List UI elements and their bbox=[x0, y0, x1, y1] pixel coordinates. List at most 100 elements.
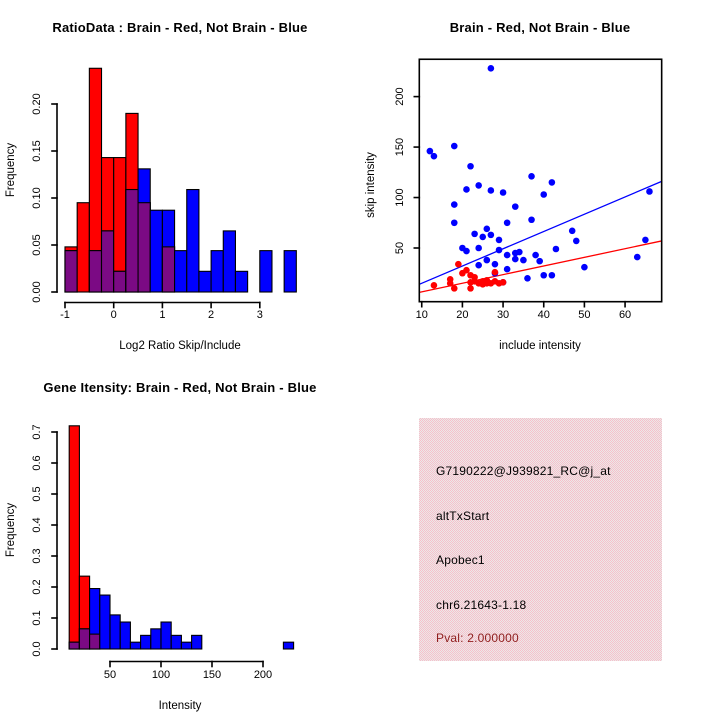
data-point bbox=[450, 201, 458, 208]
data-point bbox=[467, 285, 474, 292]
bar-blue bbox=[180, 641, 193, 650]
x-tick-label: 50 bbox=[578, 309, 590, 321]
data-point bbox=[450, 142, 458, 150]
pval-text: Pval: 2.000000 bbox=[436, 631, 519, 645]
bar-blue bbox=[191, 634, 203, 650]
y-tick-label: 0.7 bbox=[31, 424, 43, 439]
y-tick-label: 0.05 bbox=[31, 234, 43, 255]
data-point bbox=[471, 230, 478, 238]
fit-line-brain-fit bbox=[419, 240, 662, 294]
bar-overlap bbox=[89, 633, 101, 650]
bar-overlap bbox=[64, 250, 78, 293]
x-axis-label: include intensity bbox=[499, 340, 581, 352]
bar-blue bbox=[150, 628, 162, 650]
data-point bbox=[516, 248, 523, 256]
y-axis-label: Frequency bbox=[5, 143, 17, 198]
y-tick-label: 0.00 bbox=[31, 281, 43, 302]
bar-overlap bbox=[68, 641, 80, 650]
gene-name-text: Apobec1 bbox=[436, 553, 485, 567]
y-tick-label: 0.1 bbox=[31, 610, 43, 625]
data-point bbox=[483, 225, 491, 233]
data-point bbox=[499, 279, 507, 286]
y-tick-label: 0.6 bbox=[31, 455, 43, 470]
x-tick-label: 20 bbox=[456, 309, 468, 321]
bar-red bbox=[68, 425, 80, 650]
bar-overlap bbox=[161, 246, 176, 293]
bar-blue bbox=[99, 594, 111, 650]
bar-blue bbox=[119, 621, 131, 650]
data-point bbox=[532, 251, 539, 259]
gene-intensity-histogram-panel: Gene Itensity: Brain - Red, Not Brain - … bbox=[5, 380, 316, 712]
x-tick-label: 1 bbox=[159, 309, 165, 321]
bar-blue bbox=[234, 270, 249, 293]
data-point bbox=[483, 256, 491, 264]
data-point bbox=[499, 189, 507, 196]
y-tick-label: 0.5 bbox=[31, 486, 43, 501]
data-point bbox=[503, 265, 511, 273]
data-point bbox=[540, 271, 548, 279]
bar-overlap bbox=[137, 202, 151, 293]
info-panel: G7190222@J939821_RC@j_at altTxStart Apob… bbox=[360, 360, 720, 720]
data-point bbox=[475, 244, 482, 252]
y-axis-label: skip intensity bbox=[365, 152, 377, 218]
scatter-panel: Brain - Red, Not Brain - Blue include in… bbox=[365, 20, 663, 352]
data-point bbox=[548, 179, 556, 186]
ratio-histogram-panel: RatioData : Brain - Red, Not Brain - Blu… bbox=[5, 20, 307, 352]
data-point bbox=[528, 216, 535, 224]
data-point bbox=[495, 236, 503, 244]
data-point bbox=[511, 203, 519, 210]
bar-blue bbox=[259, 250, 273, 293]
x-tick-label: 50 bbox=[104, 669, 116, 681]
x-tick-label: 0 bbox=[111, 309, 117, 321]
event-type-text: altTxStart bbox=[436, 509, 490, 523]
data-point bbox=[430, 152, 438, 160]
data-point bbox=[503, 219, 511, 227]
data-point bbox=[581, 263, 588, 271]
panel-title: Brain - Red, Not Brain - Blue bbox=[450, 20, 631, 35]
data-point bbox=[520, 256, 527, 264]
data-point bbox=[475, 182, 482, 189]
bar-blue bbox=[149, 209, 163, 293]
bar-red bbox=[76, 202, 90, 293]
data-point bbox=[642, 236, 649, 244]
bar-blue bbox=[186, 188, 200, 293]
bar-blue bbox=[109, 614, 121, 650]
y-tick-label: 0.0 bbox=[31, 641, 43, 656]
data-point bbox=[467, 162, 474, 170]
x-tick-label: 3 bbox=[257, 309, 263, 321]
data-point bbox=[426, 147, 434, 155]
data-point bbox=[455, 260, 462, 268]
data-point bbox=[430, 282, 438, 289]
bar-blue bbox=[160, 621, 172, 650]
data-point bbox=[463, 186, 470, 193]
bar-blue bbox=[282, 641, 295, 650]
plot-area: 10 20 30 40 50 60 50 100 150 200 bbox=[394, 58, 663, 321]
data-point bbox=[524, 274, 531, 282]
data-point bbox=[487, 231, 495, 239]
data-point bbox=[487, 65, 495, 72]
x-tick-label: 200 bbox=[254, 669, 272, 681]
x-tick-label: 30 bbox=[497, 309, 509, 321]
plot-area: 0.00 0.05 0.10 0.15 0.20 -1 0 1 2 3 bbox=[31, 67, 297, 321]
bar-blue bbox=[129, 641, 142, 650]
data-point bbox=[572, 237, 580, 245]
x-tick-label: 150 bbox=[203, 669, 221, 681]
bar-blue bbox=[174, 250, 188, 293]
y-tick-label: 50 bbox=[394, 242, 406, 254]
data-point bbox=[491, 260, 499, 268]
bar-blue bbox=[210, 250, 224, 293]
data-point bbox=[463, 266, 470, 274]
data-point bbox=[463, 247, 470, 255]
plot-box bbox=[418, 58, 663, 303]
data-point bbox=[446, 280, 454, 287]
x-tick-label: 10 bbox=[416, 309, 428, 321]
bar-overlap bbox=[125, 188, 139, 293]
y-tick-label: 0.2 bbox=[31, 579, 43, 594]
y-tick-label: 0.10 bbox=[31, 187, 43, 208]
bar-blue bbox=[170, 634, 182, 650]
bar-blue bbox=[198, 270, 212, 293]
data-point bbox=[487, 187, 495, 194]
data-point bbox=[511, 255, 519, 263]
x-axis-label: Log2 Ratio Skip/Include bbox=[119, 340, 240, 352]
probe-id-text: G7190222@J939821_RC@j_at bbox=[436, 464, 611, 478]
